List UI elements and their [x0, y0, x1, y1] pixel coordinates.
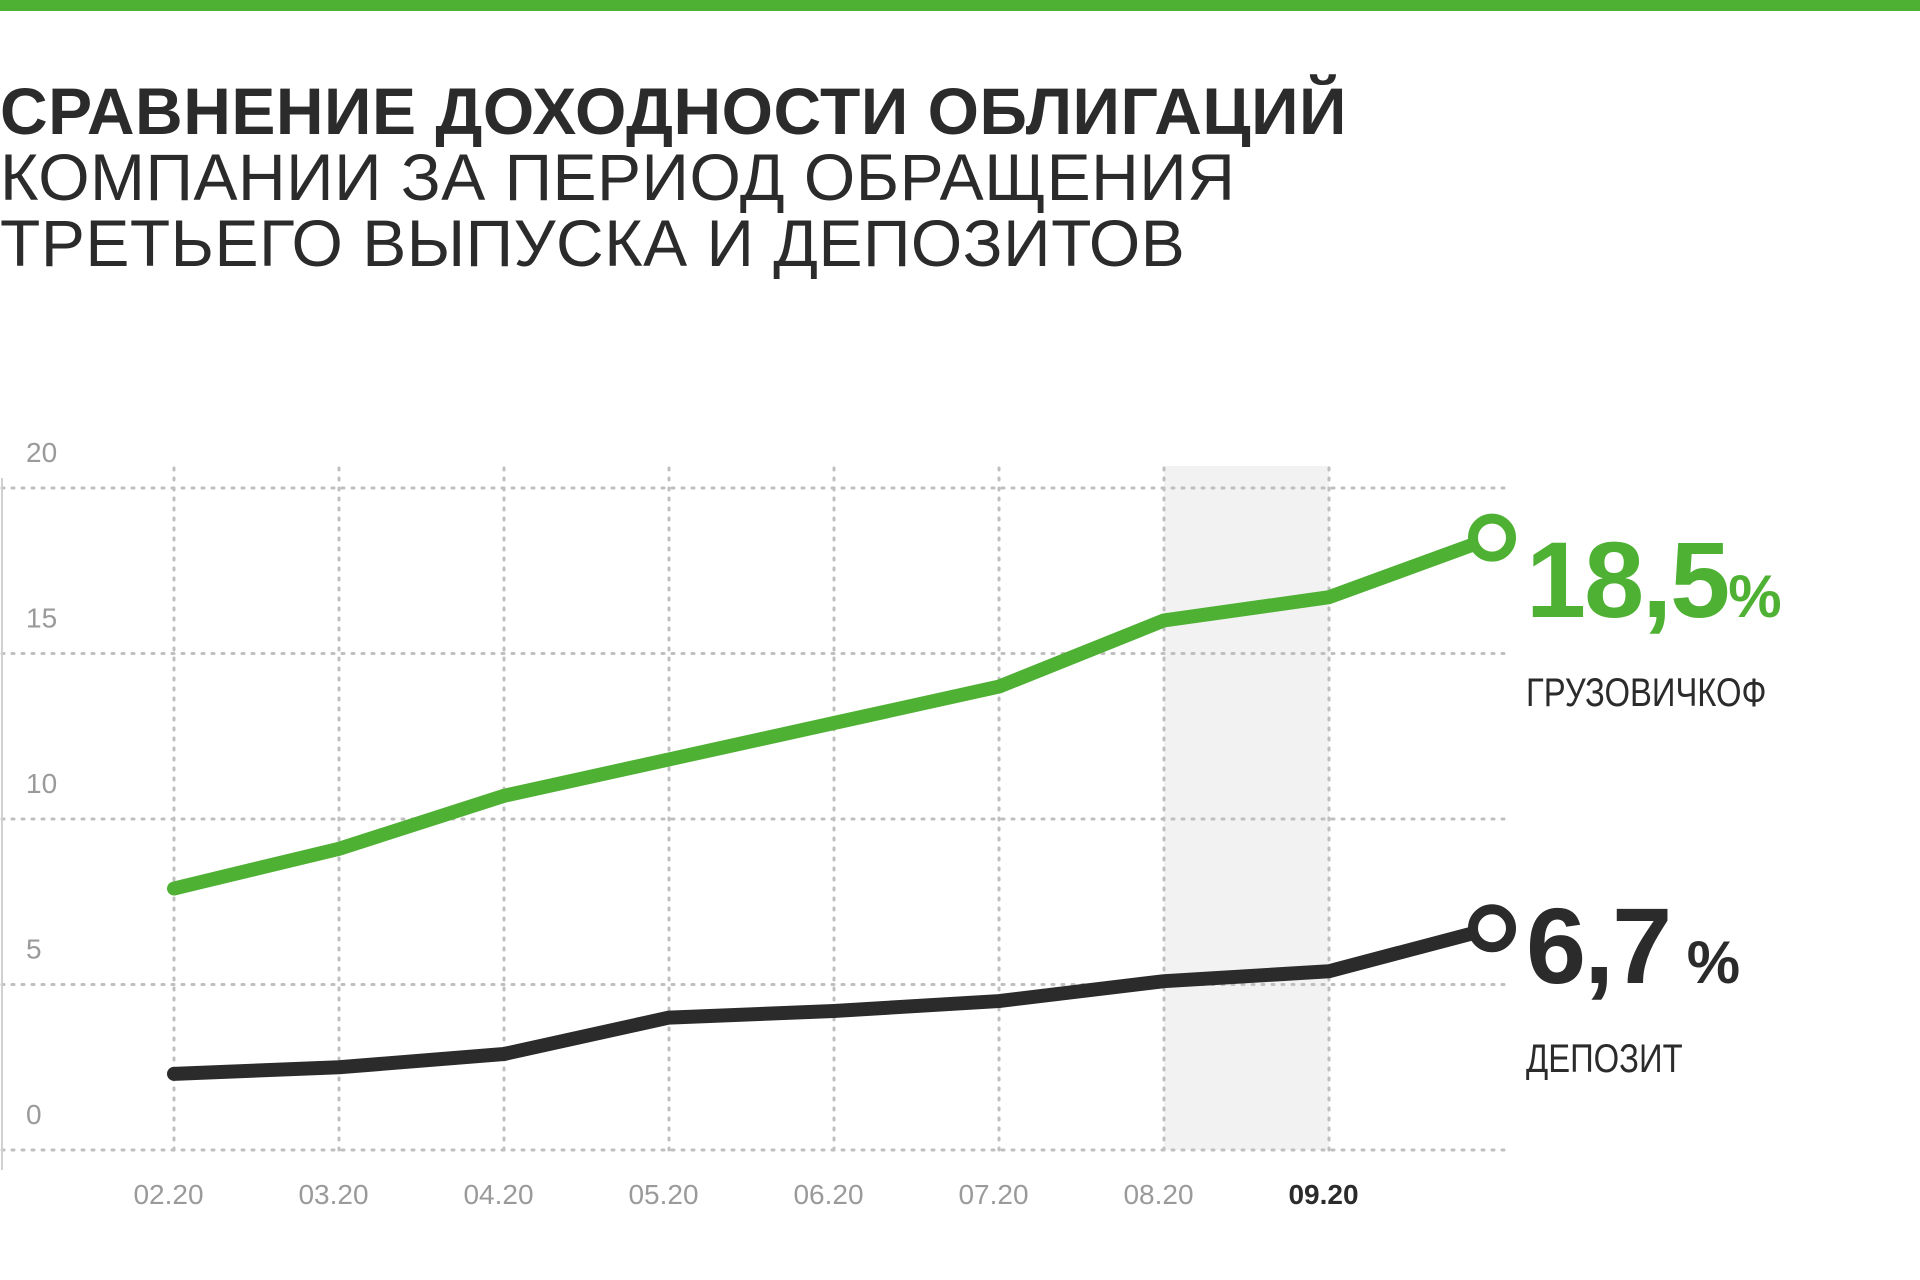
y-tick-label: 15 — [26, 603, 57, 634]
x-tick-label: 05.20 — [628, 1179, 698, 1210]
series-end-marker-1 — [1468, 904, 1516, 953]
gruzovichkof-value-number: 18,5 — [1526, 519, 1730, 640]
y-tick-label: 10 — [26, 768, 57, 799]
highlight-column-09-20 — [1164, 466, 1329, 1150]
chart-title: СРАВНЕНИЕ ДОХОДНОСТИ ОБЛИГАЦИЙ КОМПАНИИ … — [0, 78, 1347, 276]
y-tick-label: 0 — [26, 1099, 42, 1130]
deposit-series-name: ДЕПОЗИТ — [1526, 1037, 1683, 1081]
x-tick-label: 07.20 — [958, 1179, 1028, 1210]
series-label-gruzovichkof: 18,5% ГРУЗОВИЧКОФ — [1526, 526, 1819, 715]
y-tick-label: 20 — [26, 437, 57, 468]
x-tick-label: 08.20 — [1123, 1179, 1193, 1210]
gruzovichkof-value-percent: % — [1728, 563, 1782, 630]
series-line-1 — [167, 921, 1499, 1081]
gruzovichkof-end-value: 18,5% — [1526, 526, 1819, 651]
series-end-marker-0 — [1468, 513, 1516, 562]
x-tick-label: 02.20 — [133, 1179, 203, 1210]
y-tick-labels: 0 5 10 15 20 — [26, 437, 57, 1130]
x-tick-label: 09.20 — [1288, 1179, 1358, 1210]
series-line-0 — [167, 530, 1499, 896]
chart-grid — [0, 466, 1512, 1152]
title-line-1: СРАВНЕНИЕ ДОХОДНОСТИ ОБЛИГАЦИЙ — [0, 74, 1347, 148]
title-line-2: КОМПАНИИ ЗА ПЕРИОД ОБРАЩЕНИЯ — [0, 140, 1236, 214]
deposit-value-percent: % — [1670, 929, 1741, 996]
gruzovichkof-series-name: ГРУЗОВИЧКОФ — [1526, 671, 1767, 715]
y-tick-label: 5 — [26, 934, 42, 965]
deposit-end-value: 6,7 % — [1526, 892, 1740, 1017]
x-tick-label: 03.20 — [298, 1179, 368, 1210]
series-lines — [167, 530, 1499, 1081]
deposit-value-number: 6,7 — [1526, 885, 1672, 1006]
x-tick-label: 06.20 — [793, 1179, 863, 1210]
x-tick-labels: 02.20 03.20 04.20 05.20 06.20 07.20 08.20 09.20 — [133, 1179, 1358, 1210]
x-tick-label: 04.20 — [463, 1179, 533, 1210]
series-label-deposit: 6,7 % ДЕПОЗИТ — [1526, 892, 1740, 1081]
series-end-markers — [1468, 513, 1516, 953]
title-line-3: ТРЕТЬЕГО ВЫПУСКА И ДЕПОЗИТОВ — [0, 206, 1186, 280]
top-accent-bar — [0, 0, 1920, 11]
